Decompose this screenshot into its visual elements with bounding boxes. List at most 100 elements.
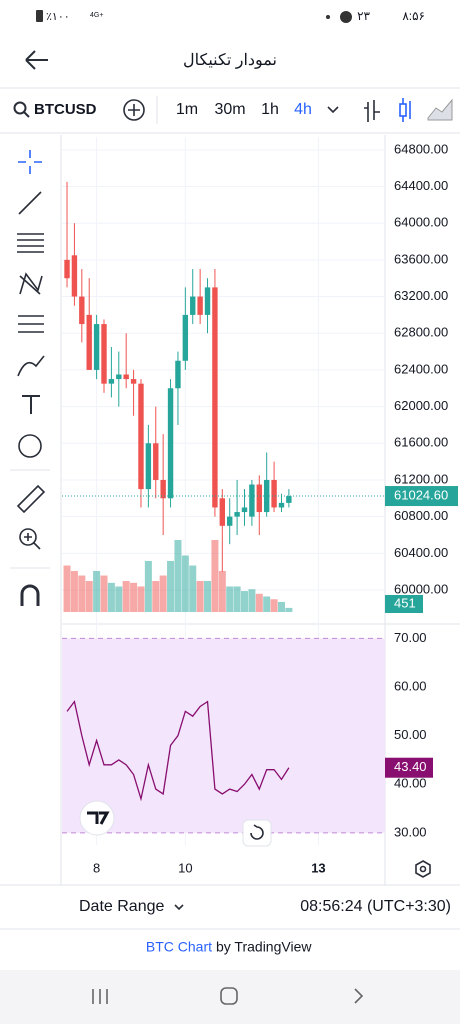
last-price-box: [385, 486, 458, 507]
rsi-label: 43.40: [394, 759, 427, 774]
magnet-tool[interactable]: [20, 584, 40, 606]
zoom-tool[interactable]: [19, 528, 37, 546]
volume-bar: [196, 581, 204, 612]
y-tick-label: 40.00: [394, 776, 427, 791]
candle-body: [86, 314, 92, 370]
back-button[interactable]: [25, 50, 48, 70]
candle-body: [190, 296, 196, 315]
time: ۸:۵۶: [402, 9, 425, 23]
crosshair-tool[interactable]: [18, 150, 42, 174]
notification: ۲۳: [357, 9, 370, 23]
recent-button[interactable]: [92, 989, 108, 1004]
search-icon: [23, 111, 30, 118]
emoji-tool[interactable]: [18, 434, 42, 458]
status-dot: [326, 15, 330, 19]
x-tick-label: 8: [93, 860, 100, 875]
symbol[interactable]: BTCUSD: [34, 101, 97, 118]
candle-body: [79, 296, 85, 325]
interval-button[interactable]: 1h: [261, 101, 279, 118]
last-price-label: 61024.60: [394, 487, 448, 502]
add-button[interactable]: [123, 99, 145, 121]
y-tick-label: 60000.00: [394, 581, 448, 596]
candle-body: [123, 374, 129, 380]
bar-chart-icon[interactable]: [364, 100, 380, 122]
y-tick-label: 62000.00: [394, 398, 448, 413]
candle-body: [116, 374, 122, 380]
home-button[interactable]: [220, 987, 238, 1005]
candle-body: [197, 296, 203, 315]
volume-bar: [226, 586, 234, 612]
candle-body: [108, 379, 115, 384]
volume-bar: [78, 575, 86, 612]
brush-tool[interactable]: [17, 355, 45, 377]
volume-box: [385, 595, 423, 613]
interval-button[interactable]: 30m: [214, 101, 245, 118]
battery: ٪۱۰۰: [46, 11, 70, 23]
volume-bar: [285, 607, 293, 612]
interval-button[interactable]: 1m: [176, 101, 198, 118]
clock: 08:56:24 (UTC+3:30): [300, 898, 451, 915]
candle-icon[interactable]: [399, 103, 407, 117]
candle-body: [153, 443, 159, 480]
nav-bar: [0, 970, 460, 1024]
candle-body: [145, 443, 152, 490]
area-icon[interactable]: [427, 98, 453, 121]
reset-button[interactable]: [242, 819, 272, 847]
settings-button: [419, 865, 427, 873]
reset-button: [250, 824, 264, 840]
y-tick-label: 30.00: [394, 824, 427, 839]
attribution: by TradingView: [216, 939, 312, 955]
y-tick-label: 60800.00: [394, 508, 448, 523]
volume-bar: [152, 581, 160, 612]
rsi-line: [66, 700, 290, 802]
trendline-tool[interactable]: [18, 191, 42, 215]
volume-bar: [277, 601, 285, 612]
volume-bar: [85, 581, 93, 612]
volume-bar: [204, 581, 212, 612]
volume-bar: [115, 586, 123, 612]
battery-icon: [36, 10, 43, 22]
link[interactable]: BTC Chart: [146, 939, 212, 955]
back-nav[interactable]: [354, 988, 364, 1004]
y-tick-label: 62800.00: [394, 325, 448, 340]
candle-body: [64, 259, 70, 279]
text-tool[interactable]: [22, 395, 40, 414]
candle-body: [182, 314, 189, 361]
volume-bar: [144, 560, 152, 612]
volume-bar: [211, 540, 219, 612]
candle-body: [212, 287, 218, 508]
rsi-box: [385, 757, 433, 778]
volume-bar: [233, 586, 241, 612]
candle-body: [204, 287, 211, 315]
projection-tool[interactable]: [18, 315, 44, 333]
candle-body: [167, 388, 174, 499]
interval-dropdown[interactable]: [327, 106, 339, 114]
add-button: [128, 104, 140, 116]
pattern-tool[interactable]: [19, 272, 43, 295]
date-range[interactable]: Date Range: [79, 898, 164, 915]
candle-body: [227, 516, 233, 526]
candle-body: [249, 484, 255, 517]
settings-button[interactable]: [415, 860, 431, 878]
ruler-tool[interactable]: [16, 484, 46, 514]
tradingview-logo: [87, 811, 110, 825]
volume-bar: [263, 596, 271, 612]
y-tick-label: 64000.00: [394, 215, 448, 230]
candle-body: [130, 379, 137, 384]
volume-bar: [130, 582, 138, 612]
volume-bar: [174, 540, 182, 612]
zoom-tool: [24, 533, 41, 550]
interval-button[interactable]: 4h: [294, 101, 312, 118]
fib-tool[interactable]: [17, 233, 44, 253]
volume-bar: [189, 565, 197, 612]
candle-body: [71, 255, 78, 297]
candle-body: [175, 360, 181, 389]
search-icon[interactable]: [13, 101, 27, 115]
volume-bar: [270, 599, 278, 612]
candle-body: [219, 498, 226, 526]
status-icon: [340, 11, 352, 23]
page-title: نمودار تکنیکال: [183, 52, 277, 69]
y-tick-label: 63200.00: [394, 288, 448, 303]
x-tick-label: 10: [178, 860, 192, 875]
